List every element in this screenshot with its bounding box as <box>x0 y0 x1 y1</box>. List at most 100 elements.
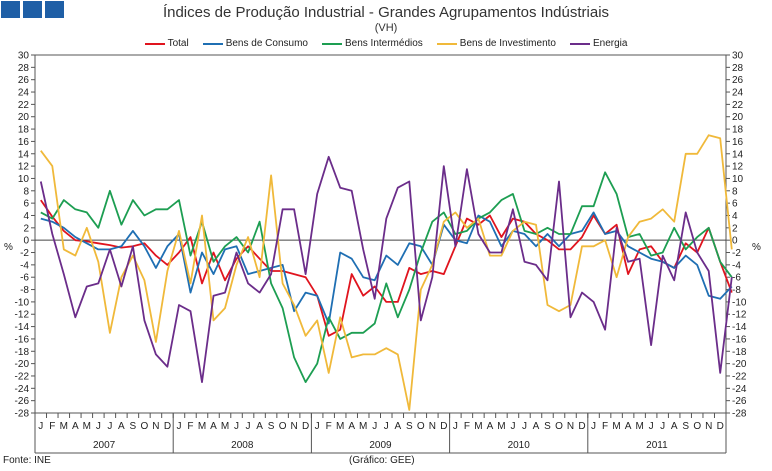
x-tick-label-month: J <box>591 421 596 432</box>
y-tick-label-left: -26 <box>15 396 30 407</box>
series-line <box>40 171 733 384</box>
x-tick-label-month: S <box>544 421 551 432</box>
x-tick-label-month: O <box>555 421 563 432</box>
x-tick-label-month: A <box>671 421 678 432</box>
y-tick-label-right: -4 <box>732 260 741 271</box>
y-tick-label-left: 14 <box>18 149 30 160</box>
y-tick-label-left: -12 <box>15 310 30 321</box>
series-line <box>40 211 733 325</box>
x-tick-label-month: S <box>130 421 137 432</box>
x-tick-label-month: D <box>440 421 447 432</box>
x-tick-label-month: D <box>717 421 724 432</box>
y-tick-label-right: 22 <box>732 100 744 111</box>
gee-logo <box>1 1 64 18</box>
y-tick-label-right: -10 <box>732 297 747 308</box>
x-tick-label-month: N <box>567 421 574 432</box>
x-tick-label-month: A <box>625 421 632 432</box>
plot-frame <box>34 54 727 414</box>
x-tick-label-month: J <box>384 421 389 432</box>
x-tick-label-month: F <box>602 421 608 432</box>
y-tick-label-left: 6 <box>23 199 29 210</box>
y-tick-label-left: -22 <box>15 371 30 382</box>
y-tick-label-left: 26 <box>18 75 30 86</box>
x-tick-label-month: J <box>510 421 515 432</box>
legend-swatch <box>144 42 165 45</box>
x-tick-label-month: O <box>417 421 425 432</box>
y-tick-label-left: 0 <box>23 236 29 247</box>
y-tick-label-right: 20 <box>732 112 744 123</box>
y-tick-label-left: 10 <box>18 174 30 185</box>
chart-subtitle: (VH) <box>374 22 398 34</box>
x-tick-label-month: N <box>429 421 436 432</box>
y-tick-label-left: 8 <box>23 186 29 197</box>
y-tick-label-left: -6 <box>20 273 29 284</box>
y-axis-label-left: % <box>4 242 13 253</box>
y-tick-label-right: 4 <box>732 211 738 222</box>
x-tick-label-month: J <box>660 421 665 432</box>
y-tick-label-left: -4 <box>20 260 29 271</box>
x-tick-label-month: A <box>72 421 79 432</box>
legend-swatch <box>436 42 457 45</box>
legend-label: Total <box>167 38 189 49</box>
x-tick-label-month: D <box>302 421 309 432</box>
legend-item: Total <box>144 38 189 49</box>
x-tick-label-month: F <box>49 421 55 432</box>
legend-label: Bens Intermédios <box>344 38 423 49</box>
y-tick-label-right: 30 <box>732 51 744 62</box>
x-tick-label-month: M <box>474 421 482 432</box>
logo-square <box>45 1 64 18</box>
y-tick-label-right: -24 <box>732 384 747 395</box>
x-tick-label-month: S <box>406 421 413 432</box>
x-tick-label-month: M <box>359 421 367 432</box>
y-tick-label-right: 24 <box>732 88 744 99</box>
y-tick-label-right: -20 <box>732 359 747 370</box>
y-tick-label-right: -28 <box>732 409 747 420</box>
x-tick-label-month: J <box>96 421 101 432</box>
x-tick-label-month: A <box>533 421 540 432</box>
y-tick-label-left: 22 <box>18 100 30 111</box>
x-tick-label-month: M <box>221 421 229 432</box>
x-tick-label-month: M <box>83 421 91 432</box>
x-tick-label-month: O <box>141 421 149 432</box>
y-tick-label-right: 26 <box>732 75 744 86</box>
y-tick-label-right: 18 <box>732 125 744 136</box>
y-tick-label-left: -20 <box>15 359 30 370</box>
y-tick-label-right: 10 <box>732 174 744 185</box>
logo-square <box>1 1 20 18</box>
x-tick-label-month: F <box>326 421 332 432</box>
y-tick-label-left: 18 <box>18 125 30 136</box>
legend-item: Bens Intermédios <box>321 38 423 49</box>
x-tick-label-month: D <box>164 421 171 432</box>
chart-title: Índices de Produção Industrial - Grandes… <box>162 4 610 21</box>
x-tick-label-year: 2011 <box>646 440 668 451</box>
x-tick-label-month: D <box>578 421 585 432</box>
y-tick-label-left: 30 <box>18 51 30 62</box>
legend-item: Bens de Consumo <box>202 38 308 49</box>
legend-item: Energia <box>569 38 628 49</box>
y-tick-label-left: -8 <box>20 285 29 296</box>
x-tick-label-month: J <box>107 421 112 432</box>
y-tick-label-right: 2 <box>732 223 738 234</box>
x-tick-label-year: 2009 <box>369 440 392 451</box>
legend-swatch <box>321 42 342 45</box>
x-tick-label-month: A <box>394 421 401 432</box>
y-tick-label-left: 24 <box>18 88 30 99</box>
series-line <box>39 155 733 384</box>
x-tick-label-month: M <box>60 421 68 432</box>
y-tick-label-left: 16 <box>18 137 30 148</box>
x-tick-label-month: J <box>176 421 181 432</box>
y-tick-label-left: -2 <box>20 248 29 259</box>
legend-label: Energia <box>592 38 628 49</box>
y-tick-label-left: 28 <box>18 63 30 74</box>
y-tick-label-left: -16 <box>15 334 30 345</box>
x-tick-label-month: A <box>348 421 355 432</box>
y-tick-label-right: -16 <box>732 334 747 345</box>
x-tick-label-month: M <box>198 421 206 432</box>
y-tick-label-left: -28 <box>15 409 30 420</box>
x-tick-label-month: S <box>268 421 275 432</box>
x-tick-label-month: A <box>118 421 125 432</box>
legend-swatch <box>202 42 223 45</box>
y-tick-label-right: -26 <box>732 396 747 407</box>
x-tick-label-month: J <box>234 421 239 432</box>
legend-label: Bens de Investimento <box>459 38 556 49</box>
